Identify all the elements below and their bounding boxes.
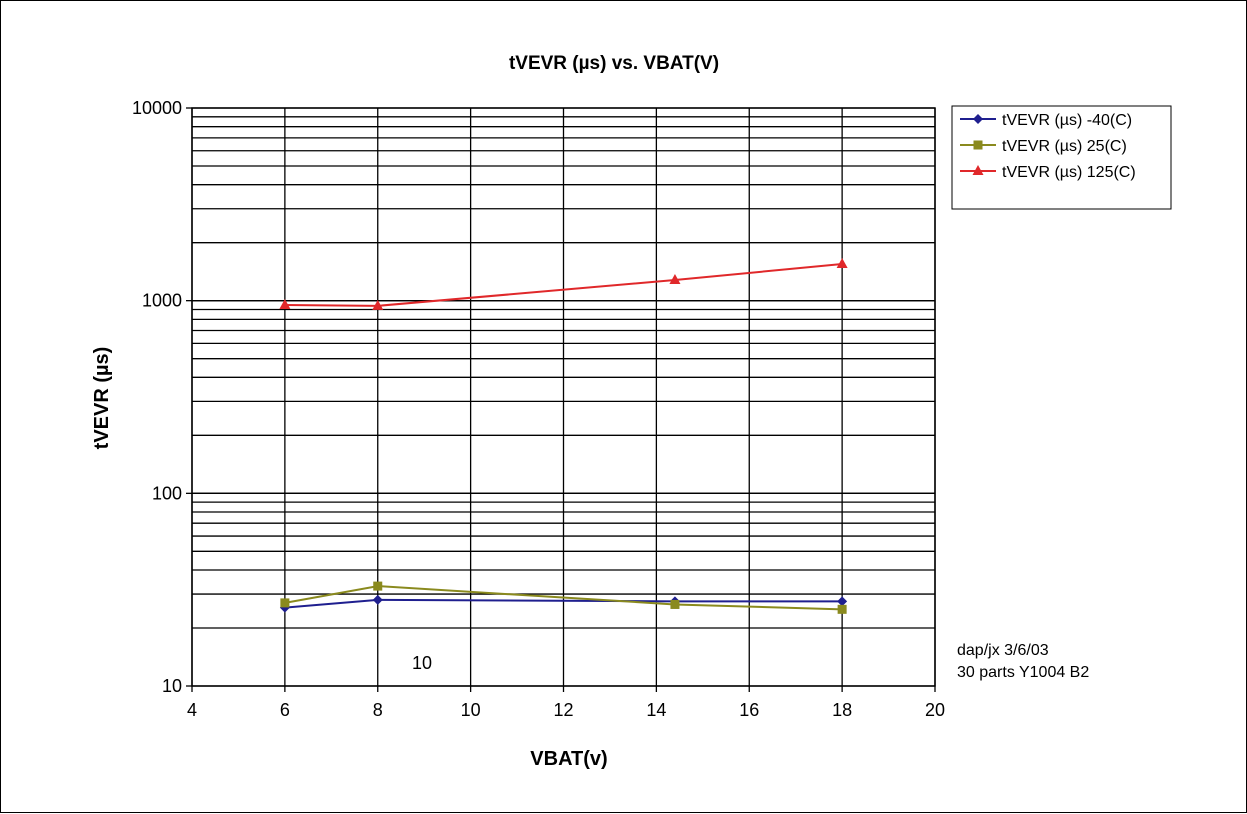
data-point-diamond (372, 594, 383, 605)
y-tick-label: 10000 (132, 98, 182, 118)
x-tick-label: 16 (739, 700, 759, 720)
x-tick-label: 6 (280, 700, 290, 720)
annotation-parts: 30 parts Y1004 B2 (957, 664, 1089, 681)
x-tick-label: 10 (461, 700, 481, 720)
data-point-diamond (837, 596, 848, 607)
series-lines (279, 257, 848, 614)
data-point-triangle (372, 299, 384, 310)
x-axis-label: VBAT(v) (530, 748, 607, 770)
series-line-2 (284, 263, 843, 307)
x-tick-label: 18 (832, 700, 852, 720)
data-point-square (670, 599, 680, 609)
x-tick-label: 8 (373, 700, 383, 720)
x-tick-label: 12 (553, 700, 573, 720)
series-line-1 (284, 585, 843, 611)
legend-label: tVEVR (µs) 125(C) (1002, 164, 1136, 181)
chart-title: tVEVR (µs) vs. VBAT(V) (509, 53, 719, 74)
x-tick-label: 20 (925, 700, 945, 720)
grid (186, 107, 936, 692)
data-point-triangle (669, 274, 681, 285)
x-tick-label: 14 (646, 700, 666, 720)
annotation-ten: 10 (412, 653, 432, 673)
data-point-triangle (279, 298, 291, 309)
annotation-author-date: dap/jx 3/6/03 (957, 642, 1049, 659)
data-point-square (280, 598, 290, 608)
y-tick-label: 1000 (142, 291, 182, 311)
y-axis-label: tVEVR (µs) (91, 347, 113, 450)
data-point-square (973, 140, 983, 150)
data-point-triangle (972, 165, 984, 175)
tick-labels: 4 6 8 10 12 14 16 18 20 10 100 1000 10000 (132, 98, 945, 720)
legend-box (951, 105, 1172, 210)
y-tick-label: 100 (152, 483, 182, 503)
legend-label: tVEVR (µs) 25(C) (1002, 138, 1127, 155)
data-point-diamond (973, 114, 983, 124)
data-point-square (373, 581, 383, 591)
legend: tVEVR (µs) -40(C) tVEVR (µs) 25(C) tVEVR (… (951, 105, 1172, 210)
data-point-square (837, 604, 847, 614)
data-point-triangle (836, 257, 848, 268)
series-line-0 (284, 598, 843, 609)
x-tick-label: 4 (187, 700, 197, 720)
legend-label: tVEVR (µs) -40(C) (1002, 112, 1132, 129)
y-tick-label: 10 (162, 676, 182, 696)
